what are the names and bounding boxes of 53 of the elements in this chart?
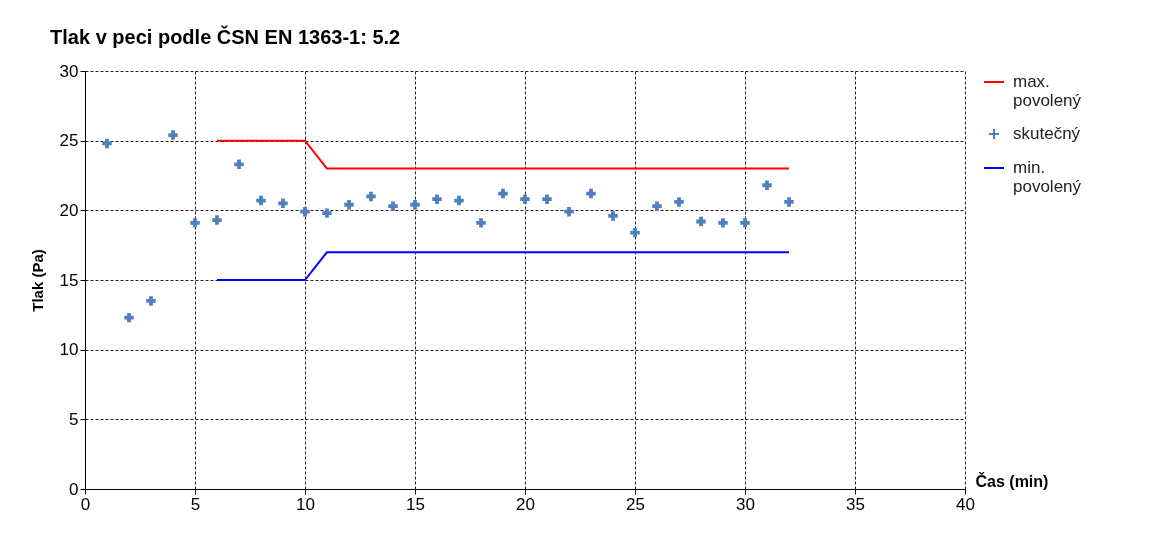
point	[718, 218, 728, 228]
point	[212, 215, 222, 225]
y-tick-label: 10	[59, 340, 79, 360]
point	[344, 200, 354, 210]
point	[696, 216, 706, 227]
point	[410, 200, 420, 210]
point	[102, 138, 112, 149]
y-tick-label: 30	[59, 61, 79, 81]
point	[674, 197, 684, 207]
chart-title: Tlak v peci podle ČSN EN 1363-1: 5.2	[50, 25, 401, 48]
point	[520, 194, 530, 204]
x-tick-label: 20	[516, 494, 535, 514]
y-tick-label: 20	[59, 200, 79, 220]
point	[168, 130, 178, 140]
point	[234, 159, 244, 170]
y-axis-title: Tlak (Pa)	[28, 249, 46, 312]
point	[564, 206, 574, 217]
point	[124, 312, 134, 323]
x-tick-label: 10	[296, 494, 315, 514]
legend-label: min. povolený	[1013, 158, 1082, 196]
point	[608, 211, 618, 221]
point	[388, 201, 398, 211]
y-tick-label: 15	[59, 270, 79, 290]
x-tick-label: 25	[626, 494, 645, 514]
point	[278, 198, 288, 209]
point	[454, 195, 464, 206]
x-axis-title: Čas (min)	[975, 471, 1049, 490]
point	[322, 208, 332, 218]
x-tick-label: 35	[846, 494, 865, 514]
point	[432, 194, 442, 204]
x-tick-label: 30	[736, 494, 755, 514]
point	[498, 188, 508, 199]
y-tick-label: 0	[69, 479, 79, 499]
point	[784, 197, 794, 207]
point	[256, 195, 266, 206]
point	[146, 296, 156, 306]
point	[300, 206, 310, 217]
point	[630, 227, 640, 238]
point	[542, 194, 552, 204]
y-tick-label: 25	[59, 131, 79, 151]
x-tick-label: 5	[190, 494, 201, 514]
point	[740, 218, 750, 228]
x-tick-label: 15	[406, 494, 425, 514]
legend-label: max. povolený	[1013, 72, 1082, 110]
point	[762, 180, 772, 190]
y-tick-label: 5	[69, 409, 79, 429]
point	[652, 201, 662, 211]
legend-label: skutečný	[1013, 124, 1081, 143]
x-tick-label: 40	[956, 494, 975, 514]
point	[586, 188, 596, 199]
point	[190, 218, 200, 228]
point	[476, 218, 486, 228]
point	[366, 191, 376, 202]
